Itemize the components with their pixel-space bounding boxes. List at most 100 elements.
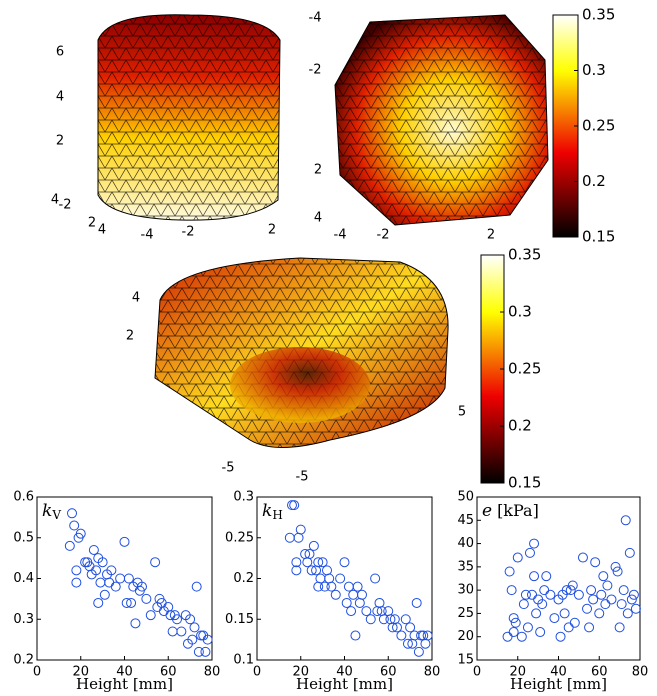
scatter-point [573,589,584,600]
x-tick-label: 60 [380,665,397,680]
scatter-point [284,532,295,543]
scatter-point [402,638,413,649]
scatter-point [392,622,402,633]
x-tick-label: 60 [160,665,177,680]
scatter-point [308,540,319,551]
mesh-grid [335,15,548,225]
scatter-point [317,557,328,568]
axis-tick-label: 2 [314,163,322,178]
axis-tick-label: -2 [182,225,195,240]
y-tick-label: 40 [457,536,474,551]
y-tick-label: 0.2 [13,653,34,668]
scatter-point [196,630,207,641]
scatter-point [119,536,130,547]
scatter-point [193,646,204,657]
scatter-point [588,594,599,605]
scatter-point [343,581,354,592]
colorbar-tick-label: 0.15 [582,228,615,246]
scatter-point [405,622,416,633]
scatter-point [416,630,427,641]
colorbar-tick-label: 0.15 [508,474,541,492]
x-axis-label: Height [mm] [296,675,393,692]
scatter-point [110,581,121,592]
y-axis-label-symbol: k [42,501,52,521]
scatter-point [335,573,346,584]
scatter-point [549,613,560,624]
scatter-point [559,608,570,619]
scatter-point [75,528,86,539]
scatter-point [420,638,431,649]
scatter-point [590,557,601,568]
scatter-point [396,630,407,641]
scatter-point [624,547,635,558]
scatter-point [191,581,202,592]
scatter-point [383,606,394,617]
x-tick-label: 20 [72,665,89,680]
scatter-point [123,573,134,584]
x-tick-label: 80 [632,665,649,680]
scatter-point [137,581,147,592]
y-tick-label: 0.6 [13,490,34,505]
scatter-point [200,646,211,657]
scatter-point [563,622,574,633]
scatter-point [616,599,627,610]
scatter-point [326,581,337,592]
scatter-point [567,580,578,591]
scatter-point [291,565,302,576]
scatter-point [602,580,613,591]
scatter-point [622,608,633,619]
scatter-point [104,577,115,588]
scatter-point [97,557,108,568]
scatter-point [71,565,82,576]
axis-tick-label: 4 [98,223,106,238]
axis-tick-label: 2 [88,216,96,231]
x-tick-label: 20 [509,665,526,680]
axis-tick-label: 2 [487,228,495,243]
colorbar-tick-label: 0.2 [582,172,606,190]
colorbar-tick-label: 0.35 [582,6,615,24]
scatter-point [400,614,411,625]
scatter-point [304,549,315,560]
x-tick-label: 0 [473,665,481,680]
axis-tick-label: 2 [268,223,276,238]
y-tick-label: 0.4 [13,571,34,586]
y-tick-label: 45 [457,513,474,528]
y-tick-label: 35 [457,559,474,574]
colorbar-tick-label: 0.25 [582,117,615,135]
y-tick-label: 0.25 [225,530,254,545]
scatter-point [502,631,513,642]
scatter-point [555,631,566,642]
axis-tick-label: -5 [296,470,309,485]
y-tick-label: 25 [457,606,474,621]
scatter-point [357,589,367,600]
scatter-point [172,614,182,625]
scatter-point [378,614,389,625]
scatter-point [606,594,617,605]
scatter-point [341,597,352,608]
scatter-point [584,622,595,633]
axis-tick-label: -5 [222,461,235,476]
mesh-shading [230,347,370,423]
axis-tick-label: -2 [309,63,322,78]
y-axis-label-symbol: e [482,501,492,521]
scatter-point [287,500,297,511]
scatter-point [306,565,317,576]
y-tick-label: 0.15 [225,612,254,627]
x-tick-label: 0 [33,665,41,680]
y-tick-label: 0.3 [233,490,254,505]
scatter-point [594,608,605,619]
axis-tick-label: 2 [126,329,134,344]
y-tick-label: 0.5 [13,530,34,545]
scatter-point [302,557,313,568]
scatter-point [176,626,187,637]
mesh-grid [98,14,280,221]
axis-tick-label: 5 [458,405,466,420]
axis-tick-label: 4 [132,291,140,306]
axis-tick-label: 6 [56,45,64,60]
scatter-point [130,618,141,629]
scatter-point [293,532,304,543]
scatter-point [324,573,335,584]
y-tick-label: 0.2 [233,571,254,586]
x-tick-label: 60 [591,665,608,680]
